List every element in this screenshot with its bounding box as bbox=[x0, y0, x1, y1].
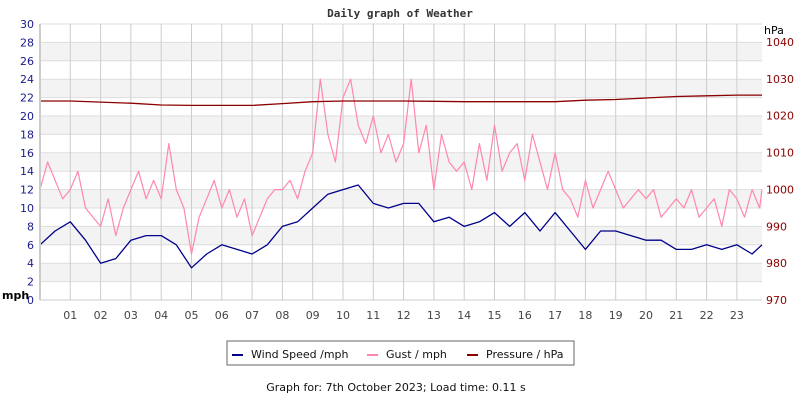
x-tick-label: 08 bbox=[275, 309, 289, 322]
left-tick-label: 24 bbox=[20, 73, 34, 86]
left-tick-label: 26 bbox=[20, 55, 34, 68]
x-tick-label: 10 bbox=[336, 309, 350, 322]
x-tick-label: 23 bbox=[730, 309, 744, 322]
series-line-gust bbox=[39, 78, 763, 255]
right-tick-label: 980 bbox=[766, 257, 787, 270]
chart-title: Daily graph of Weather bbox=[327, 7, 473, 20]
left-tick-label: 30 bbox=[20, 18, 34, 31]
right-tick-label: 1040 bbox=[766, 36, 794, 49]
right-tick-label: 990 bbox=[766, 220, 787, 233]
x-tick-label: 02 bbox=[94, 309, 108, 322]
left-tick-label: 14 bbox=[20, 165, 34, 178]
x-tick-label: 09 bbox=[306, 309, 320, 322]
left-tick-label: 28 bbox=[20, 36, 34, 49]
grid-band bbox=[40, 79, 762, 98]
right-tick-label: 1030 bbox=[766, 73, 794, 86]
left-tick-label: 12 bbox=[20, 184, 34, 197]
right-axis-label: hPa bbox=[764, 24, 784, 37]
x-tick-label: 05 bbox=[185, 309, 199, 322]
x-tick-label: 16 bbox=[518, 309, 532, 322]
left-tick-label: 4 bbox=[27, 257, 34, 270]
left-tick-label: 2 bbox=[27, 276, 34, 289]
grid-bands bbox=[40, 42, 762, 282]
legend: Wind Speed /mph Gust / mph Pressure / hPa bbox=[226, 340, 575, 366]
legend-label: Gust / mph bbox=[386, 348, 447, 361]
left-tick-label: 22 bbox=[20, 92, 34, 105]
grid-band bbox=[40, 42, 762, 61]
left-tick-label: 8 bbox=[27, 220, 34, 233]
left-tick-label: 6 bbox=[27, 239, 34, 252]
x-tick-label: 21 bbox=[669, 309, 683, 322]
grid-band bbox=[40, 226, 762, 245]
right-tick-label: 1010 bbox=[766, 147, 794, 160]
x-tick-label: 07 bbox=[245, 309, 259, 322]
grid-band bbox=[40, 152, 762, 172]
x-tick-label: 01 bbox=[63, 309, 77, 322]
left-tick-label: 20 bbox=[20, 110, 34, 123]
x-tick-label: 04 bbox=[154, 309, 168, 322]
gridlines bbox=[40, 23, 762, 301]
x-tick-label: 14 bbox=[457, 309, 471, 322]
series-line-wind-speed bbox=[39, 184, 763, 269]
grid-band bbox=[40, 116, 762, 135]
x-tick-label: 18 bbox=[578, 309, 592, 322]
x-tick-label: 12 bbox=[397, 309, 411, 322]
left-tick-label: 10 bbox=[20, 202, 34, 215]
left-axis-label: mph bbox=[2, 289, 29, 302]
series-lines bbox=[39, 78, 763, 269]
right-tick-label: 970 bbox=[766, 294, 787, 307]
legend-label: Wind Speed /mph bbox=[251, 348, 349, 361]
footer-text: Graph for: 7th October 2023; Load time: … bbox=[266, 381, 526, 394]
right-tick-label: 1000 bbox=[766, 183, 794, 196]
series-line-pressure bbox=[40, 94, 762, 107]
grid-band bbox=[40, 263, 762, 282]
x-tick-label: 20 bbox=[639, 309, 653, 322]
left-tick-label: 16 bbox=[20, 147, 34, 160]
x-tick-label: 19 bbox=[609, 309, 623, 322]
right-tick-label: 1020 bbox=[766, 110, 794, 123]
left-tick-label: 0 bbox=[27, 294, 34, 307]
x-tick-label: 15 bbox=[488, 309, 502, 322]
x-tick-label: 13 bbox=[427, 309, 441, 322]
axes: 0246810121416182022242628309709809901000… bbox=[20, 18, 794, 322]
x-tick-label: 03 bbox=[124, 309, 138, 322]
x-tick-label: 17 bbox=[548, 309, 562, 322]
x-tick-label: 11 bbox=[366, 309, 380, 322]
x-tick-label: 06 bbox=[215, 309, 229, 322]
x-tick-label: 22 bbox=[700, 309, 714, 322]
left-tick-label: 18 bbox=[20, 128, 34, 141]
legend-label: Pressure / hPa bbox=[486, 348, 564, 361]
